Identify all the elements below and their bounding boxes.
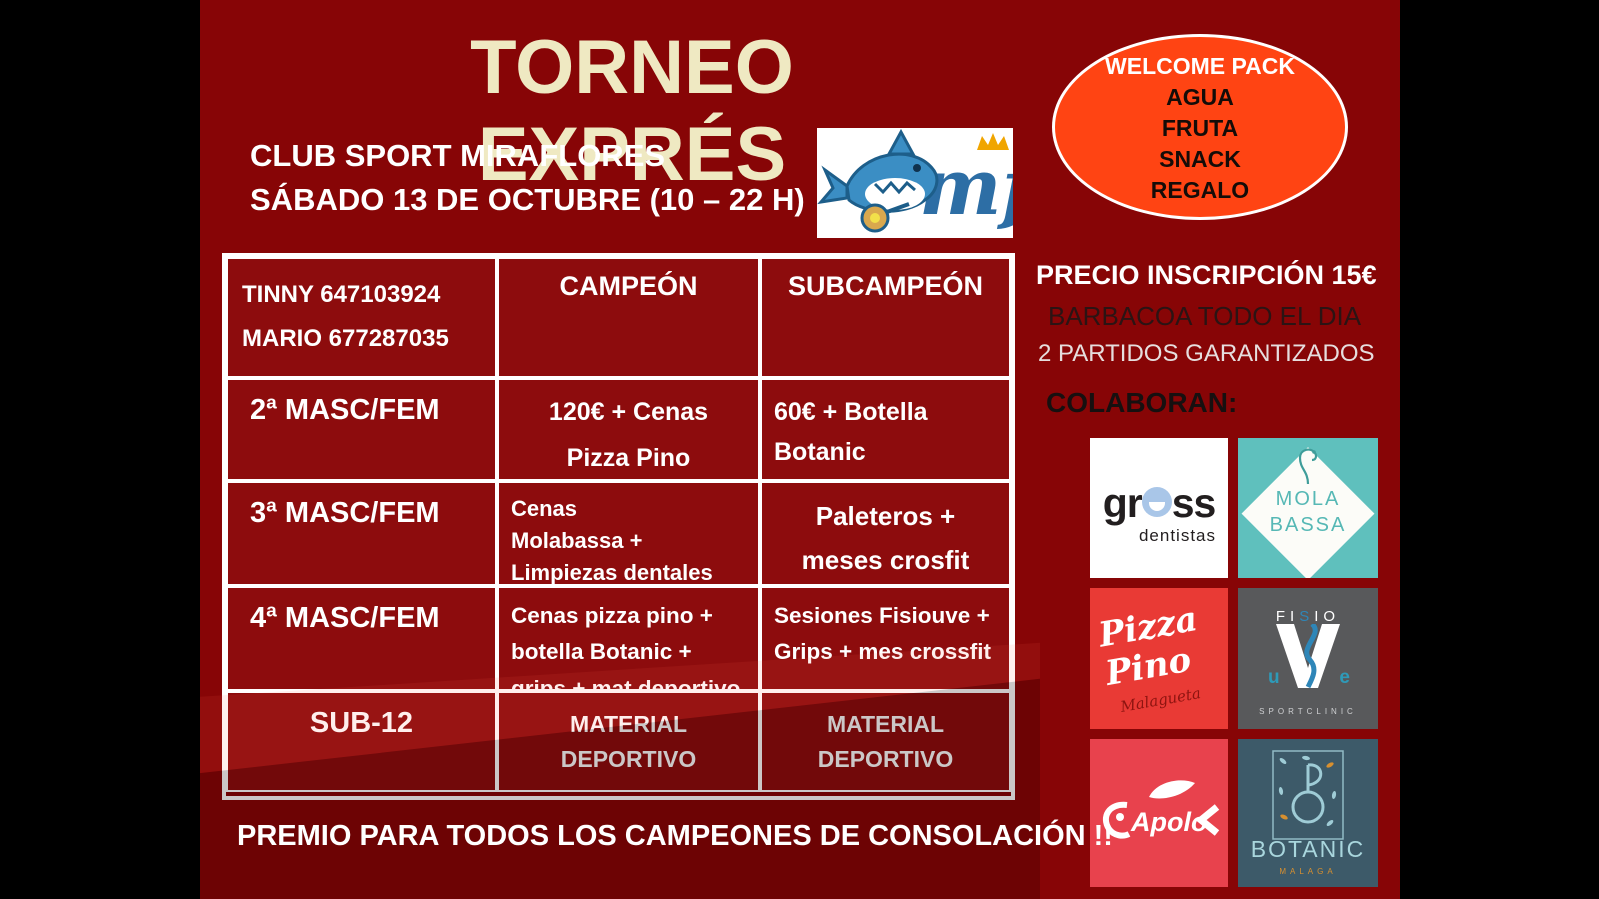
fisio-io: IO [1314,608,1341,625]
sponsor-logos-grid: gr ss dentistas MOLA BASSA Pizza Pino [1090,438,1378,887]
sponsor-mola-bassa: MOLA BASSA [1238,438,1378,578]
gross-ss: ss [1171,480,1217,526]
botanic-wordmark: BOTANIC [1250,836,1366,862]
club-name: CLUB SPORT MIRAFLORES [250,138,666,173]
fisio-wordmark: FISIO [1238,608,1378,625]
mola-line: MOLA [1275,488,1341,510]
prize-table: TINNY 647103924 MARIO 677287035 CAMPEÓN … [222,253,1015,800]
apolo-wordmark: Apolo [1130,807,1207,837]
welcome-pack-title: WELCOME PACK [1105,52,1295,79]
welcome-pack-item: SNACK [1159,145,1241,172]
welcome-pack-item: AGUA [1166,83,1234,110]
mola-bassa-wordmark: MOLA BASSA [1238,486,1378,538]
row-label-sub12: SUB-12 [226,691,497,792]
column-header-campeon: CAMPEÓN [497,257,760,378]
bassa-line: BASSA [1269,514,1347,536]
row-label-4a: 4ª MASC/FEM [226,586,497,691]
contact-mario: MARIO 677287035 [242,325,449,352]
tournament-poster: TORNEO EXPRÉS CLUB SPORT MIRAFLORES SÁBA… [200,0,1400,899]
fisio-fi: FI [1275,608,1300,625]
sponsor-gross-dentistas: gr ss dentistas [1090,438,1228,578]
column-header-subcampeon: SUBCAMPEÓN [760,257,1011,378]
consolation-prize-line: PREMIO PARA TODOS LOS CAMPEONES DE CONSO… [237,820,1113,852]
gross-wordmark: gr ss [1090,480,1228,527]
page-title: TORNEO EXPRÉS [470,25,794,197]
shark-icon: mf [817,128,1047,233]
contacts-cell: TINNY 647103924 MARIO 677287035 [226,257,497,378]
sponsor-botanic: BOTANIC MALAGA [1238,739,1378,887]
barbacoa-line: BARBACOA TODO EL DIA [1048,301,1362,331]
colaboran-label: COLABORAN: [1046,387,1238,418]
contact-tinny: TINNY 647103924 [242,281,441,308]
gross-gr: gr [1102,480,1143,526]
gross-dentistas-label: dentistas [1138,526,1216,545]
prize-3a-campeon: Cenas Molabassa + Limpiezas dentales [497,481,760,586]
welcome-pack-badge: WELCOME PACK AGUA FRUTA SNACK REGALO [1052,34,1348,220]
welcome-pack-item: REGALO [1150,176,1250,203]
welcome-pack-item: FRUTA [1161,114,1239,141]
pizza-pino-wordmark: Pizza Pino [1096,599,1207,694]
sponsor-fisio-uve: FISIO u e SPORTCLINIC [1238,588,1378,729]
row-label-2a: 2ª MASC/FEM [226,378,497,481]
fish-icon: Apolo [1102,780,1220,839]
price-line: PRECIO INSCRIPCIÓN 15€ [1036,260,1377,290]
club-logo: mf [817,128,1047,238]
sponsor-pizza-pino: Pizza Pino Malagueta [1090,588,1228,729]
v-icon [1276,624,1340,688]
prize-sub12-subcampeon: MATERIAL DEPORTIVO [760,691,1011,792]
partidos-line: 2 PARTIDOS GARANTIZADOS [1038,340,1375,367]
flamingo-icon [1298,448,1318,485]
prize-sub12-campeon: MATERIAL DEPORTIVO [497,691,760,792]
row-label-3a: 3ª MASC/FEM [226,481,497,586]
leaf-frame-icon [1272,750,1344,840]
prize-2a-campeon: 120€ + Cenas Pizza Pino [497,378,760,481]
fisio-e: e [1339,667,1350,688]
sponsor-apolo: Apolo [1090,739,1228,887]
crown-icon [977,133,1009,150]
fisio-s: S [1299,608,1315,625]
fisio-u: u [1268,667,1280,688]
prize-4a-subcampeon: Sesiones Fisiouve + Grips + mes crossfit [760,586,1011,691]
prize-4a-campeon: Cenas pizza pino + botella Botanic + gri… [497,586,760,691]
prize-3a-subcampeon: Paleteros + meses crosfit [760,481,1011,586]
sportclinic-label: SPORTCLINIC [1259,707,1357,716]
botanic-city-label: MALAGA [1279,867,1337,876]
club-and-date: CLUB SPORT MIRAFLORES SÁBADO 13 DE OCTUB… [250,134,805,222]
event-date: SÁBADO 13 DE OCTUBRE (10 – 22 H) [250,182,805,218]
prize-2a-subcampeon: 60€ + Botella Botanic [760,378,1011,481]
tooth-icon [1141,487,1172,517]
